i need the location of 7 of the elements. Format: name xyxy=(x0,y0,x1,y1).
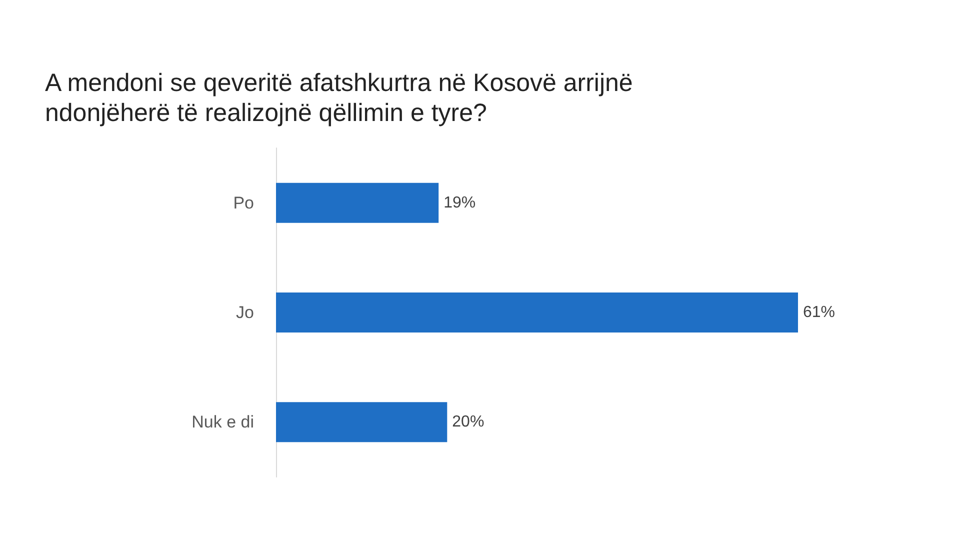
y-tick-label: Jo xyxy=(236,303,254,322)
y-tick-label: Po xyxy=(233,193,254,212)
data-label: 20% xyxy=(452,414,484,431)
chart-title: A mendoni se qeveritë afatshkurtra në Kosovë arrijnë ndonjëherë të realizojnë qëllimin e tyre? xyxy=(45,69,640,127)
data-label: 19% xyxy=(444,194,476,212)
y-tick-label: Nuk e di xyxy=(192,412,254,432)
data-label: 61% xyxy=(803,304,836,321)
